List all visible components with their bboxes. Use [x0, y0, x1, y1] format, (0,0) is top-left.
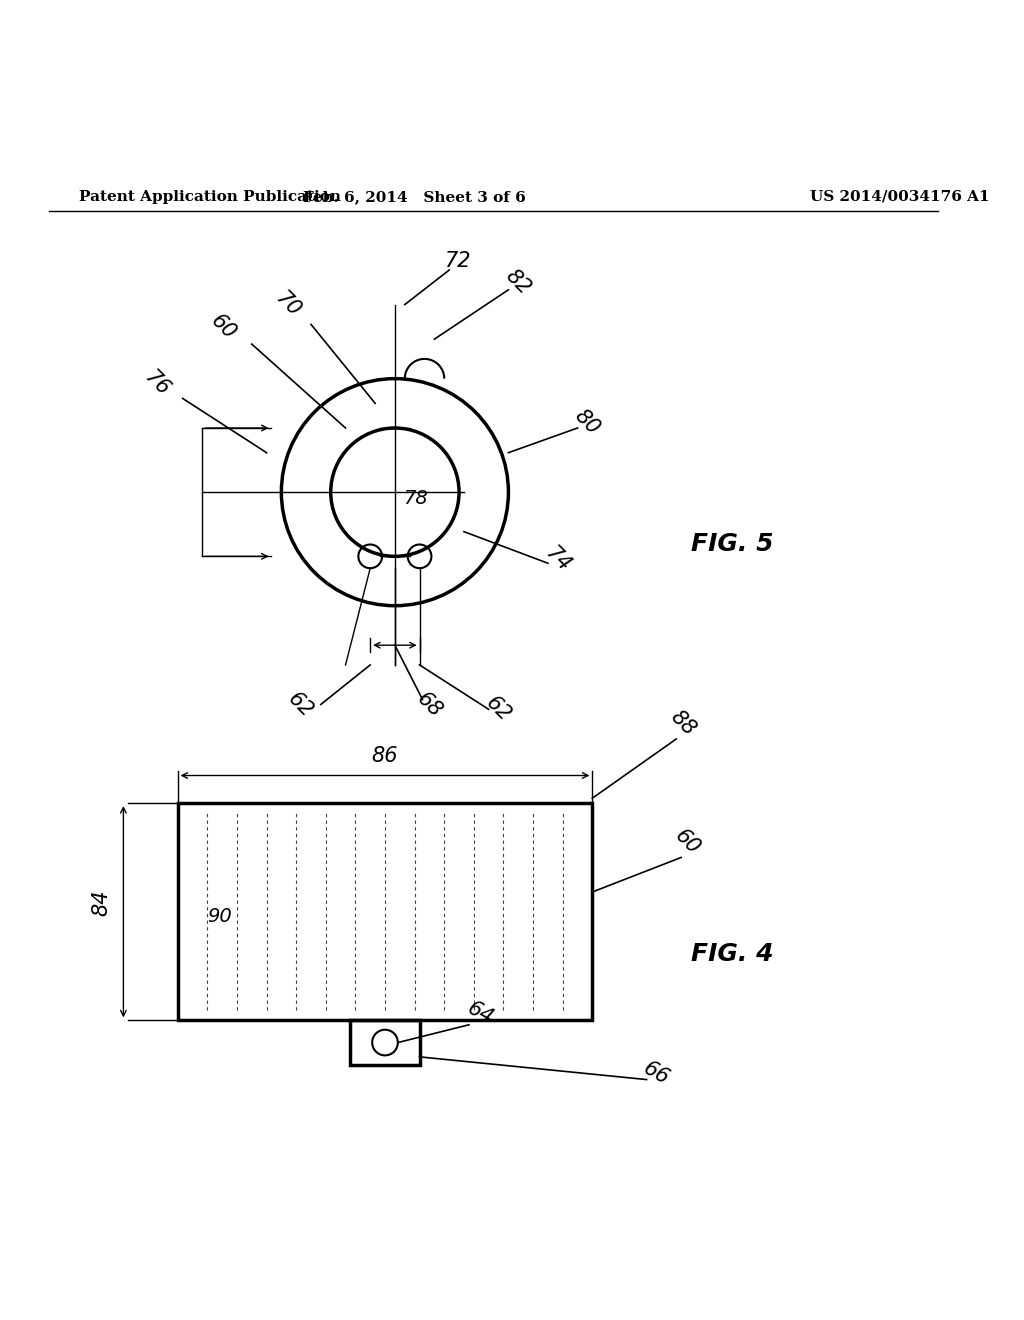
- Text: 74: 74: [541, 543, 573, 576]
- Text: 84: 84: [92, 890, 112, 916]
- Text: 76: 76: [140, 367, 173, 400]
- Text: 72: 72: [444, 251, 471, 271]
- Text: 64: 64: [464, 998, 497, 1028]
- Text: Feb. 6, 2014   Sheet 3 of 6: Feb. 6, 2014 Sheet 3 of 6: [303, 190, 526, 205]
- Text: FIG. 5: FIG. 5: [691, 532, 773, 557]
- Text: 62: 62: [285, 688, 317, 721]
- Text: 66: 66: [640, 1057, 673, 1089]
- Text: 86: 86: [372, 746, 398, 766]
- Text: Patent Application Publication: Patent Application Publication: [79, 190, 341, 205]
- Text: 62: 62: [481, 692, 515, 725]
- Text: 70: 70: [271, 288, 304, 321]
- Text: 68: 68: [413, 688, 445, 721]
- Bar: [350, 1020, 420, 1065]
- Text: 82: 82: [502, 265, 535, 298]
- Text: 78: 78: [402, 488, 428, 508]
- Text: US 2014/0034176 A1: US 2014/0034176 A1: [810, 190, 989, 205]
- Text: 80: 80: [570, 407, 603, 440]
- Text: 60: 60: [672, 825, 705, 858]
- Text: 60: 60: [207, 310, 241, 343]
- Text: FIG. 4: FIG. 4: [691, 942, 773, 966]
- Bar: [178, 803, 592, 1020]
- Text: 90: 90: [207, 907, 232, 925]
- Text: 88: 88: [667, 708, 699, 741]
